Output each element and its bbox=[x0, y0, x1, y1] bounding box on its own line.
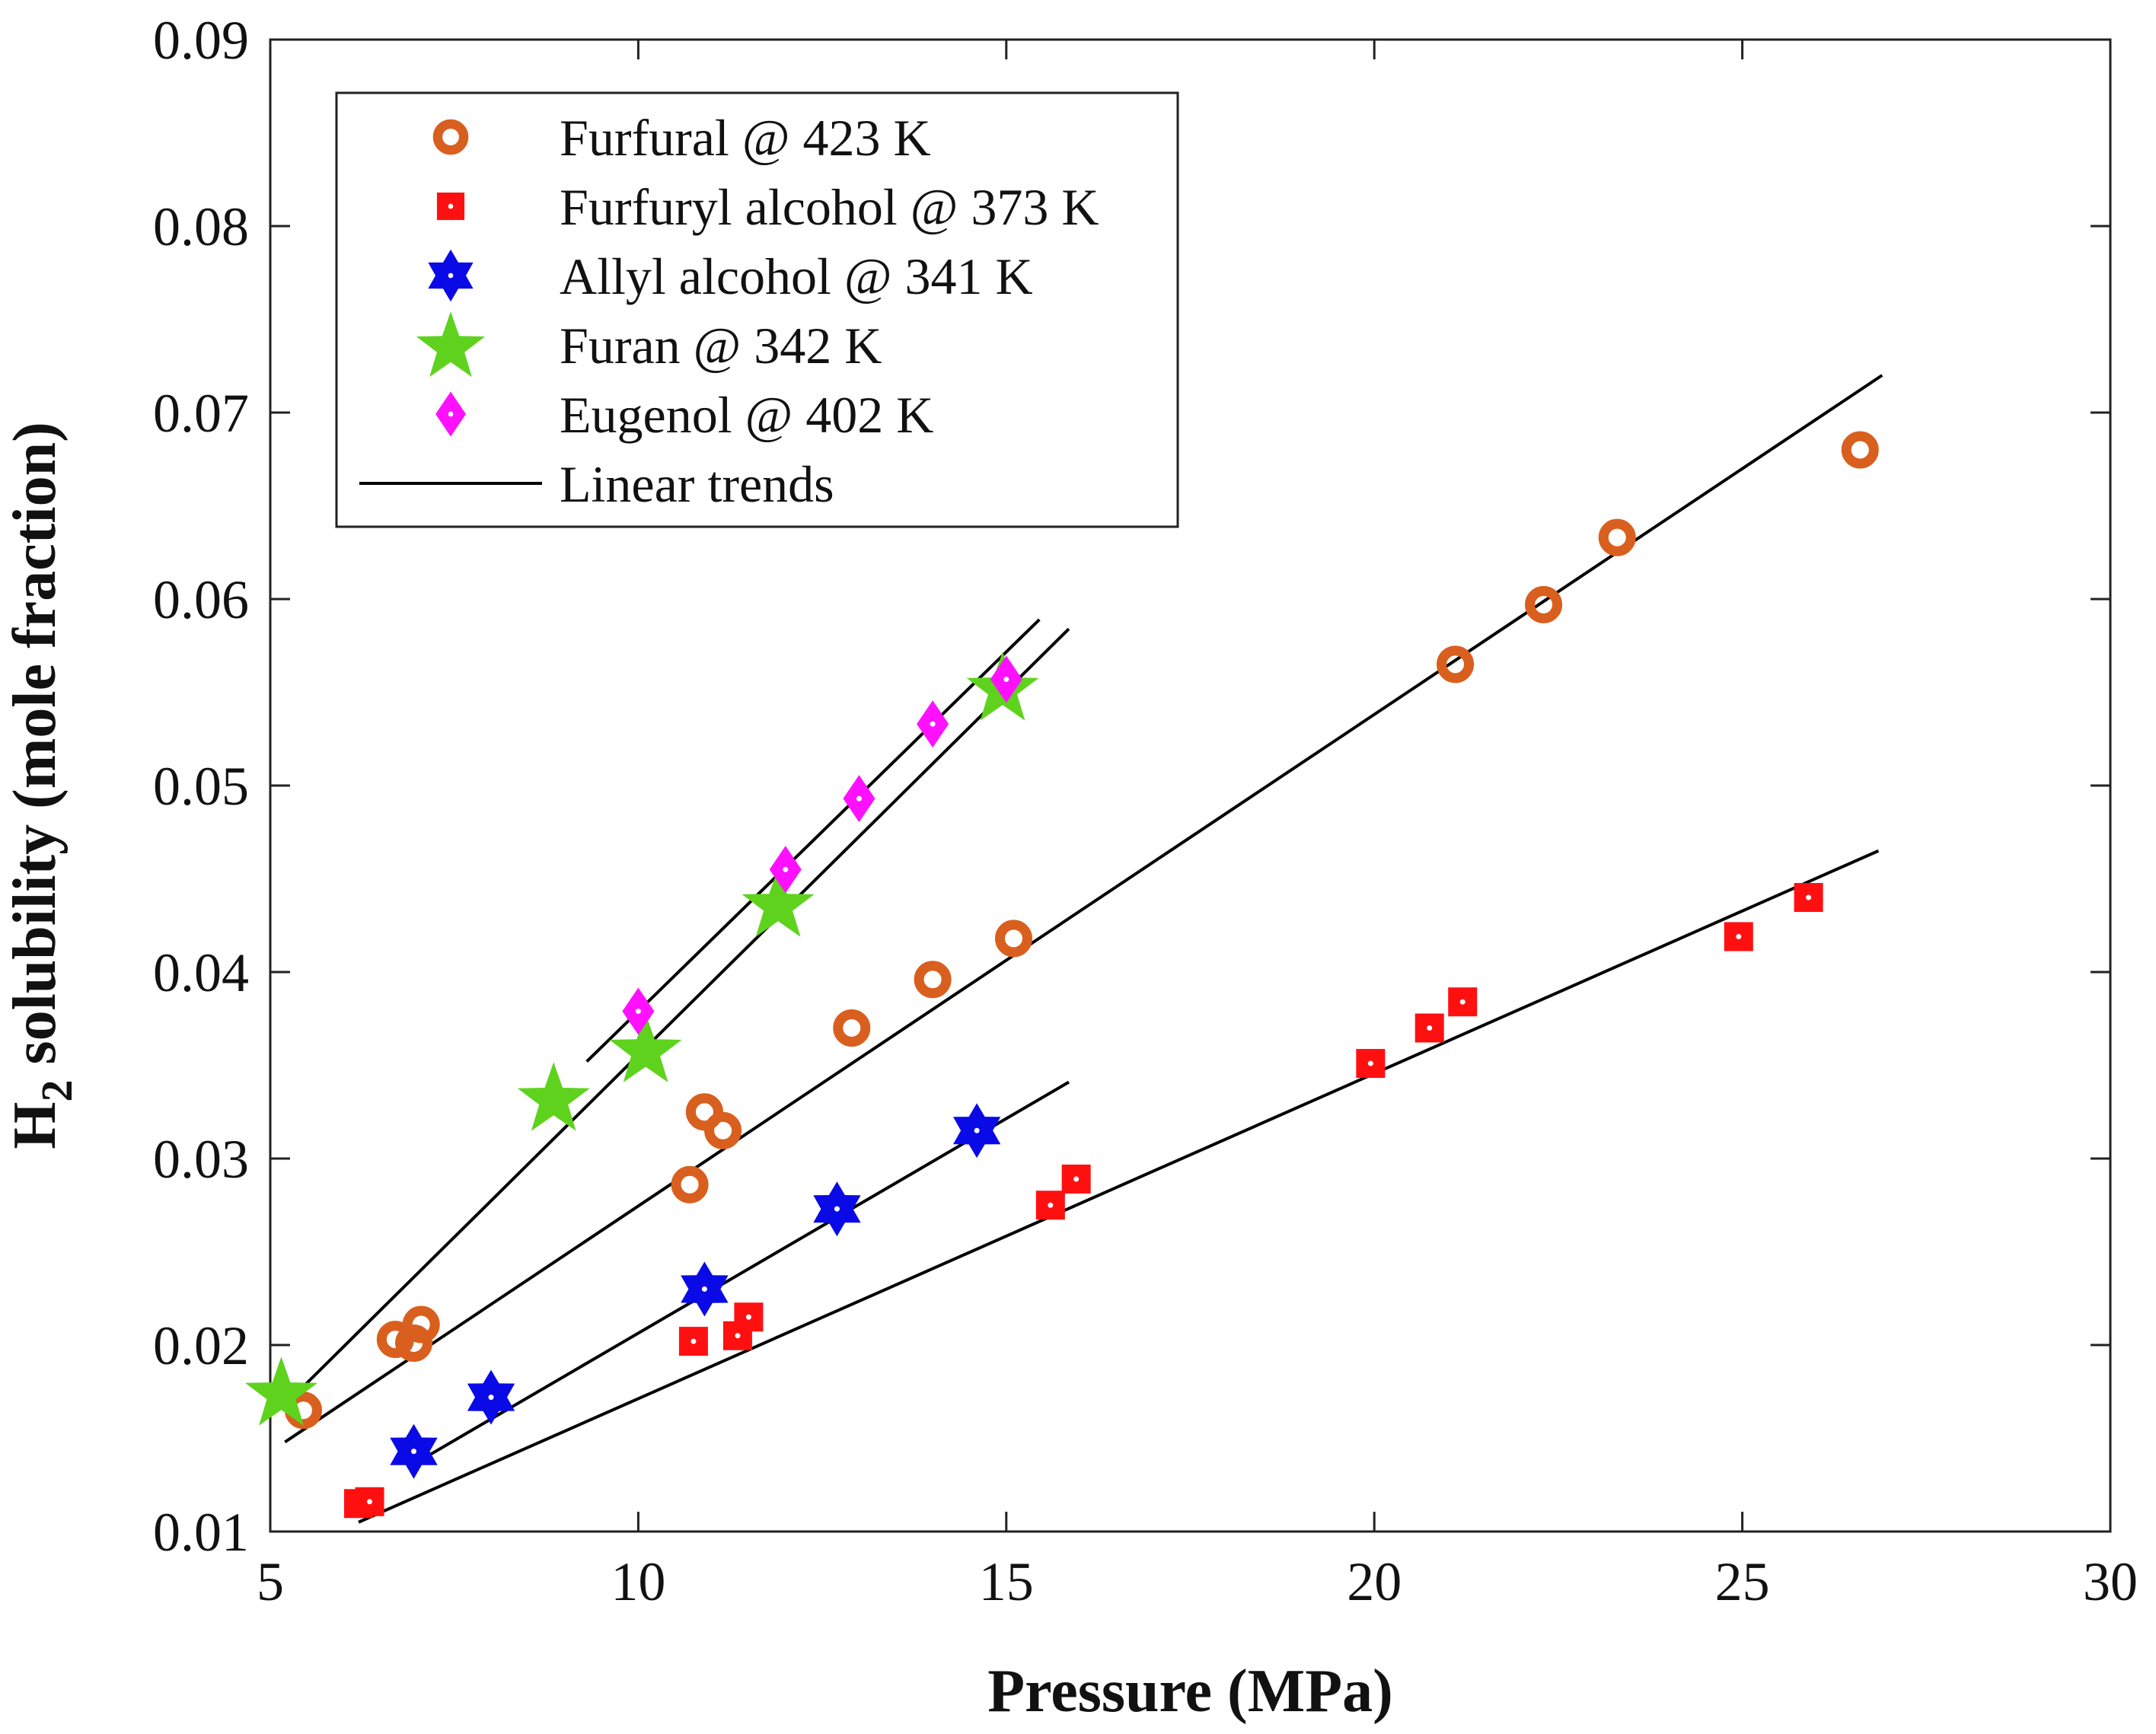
diamond-point bbox=[843, 775, 875, 823]
y-tick-label: 0.04 bbox=[153, 942, 249, 1003]
circle-point bbox=[402, 1305, 440, 1344]
diamond-point bbox=[622, 987, 655, 1035]
hexagram-point bbox=[813, 1181, 861, 1237]
legend-pentagram-icon bbox=[416, 311, 486, 378]
square-point bbox=[1724, 922, 1753, 951]
y-tick-label: 0.01 bbox=[153, 1502, 249, 1563]
legend-diamond-icon bbox=[435, 391, 466, 437]
x-tick-label: 25 bbox=[1715, 1551, 1770, 1612]
trend-line bbox=[283, 627, 1070, 1406]
square-point bbox=[734, 1302, 764, 1332]
hexagram-point bbox=[467, 1369, 515, 1425]
circle-point bbox=[994, 920, 1032, 958]
square-point bbox=[1061, 1164, 1091, 1194]
legend-label: Linear trends bbox=[560, 455, 834, 513]
hexagram-point bbox=[390, 1423, 438, 1479]
circle-point bbox=[833, 1009, 871, 1047]
pentagram-point bbox=[244, 1356, 318, 1426]
diamond-point bbox=[917, 700, 949, 748]
hexagram-point bbox=[953, 1103, 1001, 1159]
square-point bbox=[1448, 987, 1478, 1017]
pentagram-point bbox=[517, 1062, 590, 1131]
data-markers bbox=[244, 431, 1879, 1519]
x-tick-label: 5 bbox=[257, 1551, 284, 1612]
square-point bbox=[678, 1327, 708, 1356]
legend-label: Furfural @ 423 K bbox=[560, 109, 931, 167]
y-axis-title: H2 solubility (mole fraction) bbox=[2, 422, 81, 1149]
pentagram-point bbox=[609, 1013, 682, 1082]
trend-line bbox=[358, 849, 1880, 1524]
y-tick-label: 0.08 bbox=[153, 196, 249, 257]
legend-label: Furfuryl alcohol @ 373 K bbox=[560, 178, 1099, 236]
y-tick-label: 0.05 bbox=[153, 756, 249, 817]
legend-label: Furan @ 342 K bbox=[560, 317, 882, 375]
hexagram-point bbox=[681, 1261, 729, 1317]
trend-line bbox=[585, 618, 1041, 1063]
legend: Furfural @ 423 K Furfuryl alcohol @ 373 K… bbox=[335, 91, 1179, 528]
x-tick-label: 15 bbox=[979, 1551, 1034, 1612]
square-point bbox=[1414, 1013, 1444, 1043]
circle-point bbox=[671, 1165, 709, 1203]
x-tick-label: 30 bbox=[2083, 1551, 2138, 1612]
circle-point bbox=[1841, 431, 1879, 469]
circle-point bbox=[704, 1111, 742, 1149]
diamond-point bbox=[990, 655, 1022, 703]
y-axis-title-suffix: solubility (mole fraction) bbox=[2, 422, 69, 1079]
trend-line bbox=[409, 1080, 1070, 1468]
circle-point bbox=[685, 1093, 723, 1131]
legend-label: Allyl alcohol @ 341 K bbox=[560, 247, 1033, 305]
y-axis-ticks: 0.01 0.02 0.03 0.04 0.05 0.06 0.07 0.08 0.09 bbox=[153, 10, 2110, 1563]
legend-label: Eugenol @ 402 K bbox=[560, 386, 933, 444]
square-point bbox=[1356, 1049, 1386, 1079]
legend-square-icon bbox=[436, 192, 465, 221]
y-tick-label: 0.06 bbox=[153, 569, 249, 630]
legend-circle-icon bbox=[432, 119, 469, 155]
square-point bbox=[1035, 1191, 1065, 1220]
x-axis-ticks: 5 10 15 20 25 30 bbox=[257, 40, 2138, 1612]
y-tick-label: 0.02 bbox=[153, 1315, 249, 1376]
circle-point bbox=[1598, 518, 1636, 556]
y-tick-label: 0.07 bbox=[153, 383, 249, 444]
diamond-point bbox=[769, 846, 802, 894]
square-point bbox=[355, 1487, 384, 1516]
pentagram-point bbox=[742, 868, 815, 937]
x-tick-label: 10 bbox=[611, 1551, 665, 1612]
y-axis-title-prefix: H bbox=[2, 1102, 69, 1149]
circle-point bbox=[1525, 585, 1563, 623]
y-axis-title-subscript: 2 bbox=[32, 1080, 81, 1102]
y-tick-label: 0.03 bbox=[153, 1129, 249, 1190]
circle-point bbox=[1437, 645, 1475, 684]
legend-hexagram-icon bbox=[428, 249, 474, 302]
x-tick-label: 20 bbox=[1347, 1551, 1402, 1612]
y-tick-label: 0.09 bbox=[153, 10, 249, 71]
circle-point bbox=[914, 961, 952, 999]
circle-point bbox=[376, 1321, 414, 1359]
legend-box bbox=[335, 91, 1179, 528]
x-axis-title: Pressure (MPa) bbox=[987, 1658, 1392, 1725]
square-point bbox=[1794, 883, 1823, 912]
